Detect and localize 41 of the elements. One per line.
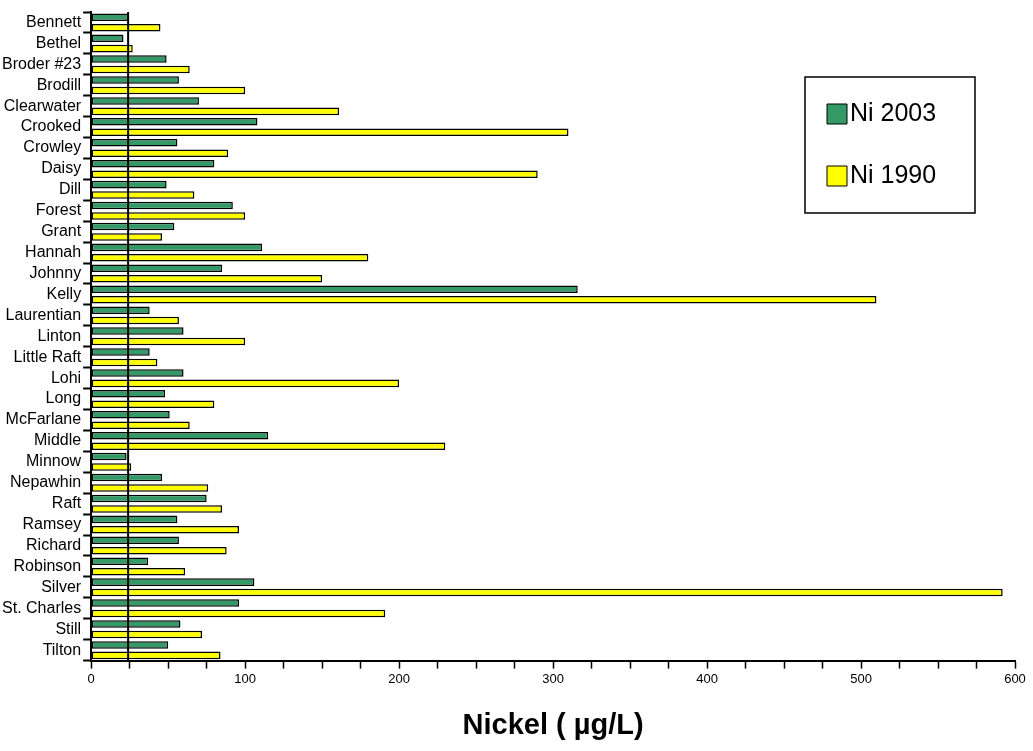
y-tick-label: Raft (51, 494, 82, 512)
x-tick-label: 600 (1004, 670, 1026, 686)
y-tick-label: Kelly (46, 284, 82, 302)
x-tick-label: 400 (696, 670, 718, 686)
x-tick-label: 0 (87, 670, 95, 686)
x-tick-label: 100 (234, 670, 256, 686)
x-tick-label: 300 (542, 670, 564, 686)
y-tick-label: Middle (34, 431, 82, 449)
y-tick-label: Robinson (13, 556, 82, 574)
y-tick-label: Long (45, 389, 82, 407)
y-tick-label: Linton (37, 326, 82, 344)
y-tick-label: Johnny (29, 263, 82, 281)
x-tick-label: 200 (388, 670, 410, 686)
y-tick-label: Dill (58, 180, 82, 198)
y-tick-label: Ramsey (22, 515, 82, 533)
y-tick-label: Clearwater (3, 96, 82, 114)
y-tick-label: Broder #23 (1, 54, 82, 72)
y-tick-label: McFarlane (5, 410, 82, 428)
y-tick-label: Bethel (35, 33, 82, 51)
y-tick-label: Lohi (50, 368, 82, 386)
legend-label: Ni 1990 (850, 159, 937, 188)
y-tick-label: Daisy (41, 159, 82, 177)
y-tick-label: St. Charles (2, 598, 82, 616)
y-tick-label: Minnow (26, 452, 82, 470)
y-tick-label: Forest (35, 201, 82, 219)
y-tick-label: Little Raft (13, 347, 82, 365)
y-tick-label: Bennett (26, 12, 82, 30)
y-tick-label: Richard (26, 535, 82, 553)
y-tick-label: Hannah (25, 243, 82, 261)
y-tick-label: Brodill (36, 75, 82, 93)
x-tick-label: 500 (850, 670, 872, 686)
y-tick-label: Tilton (42, 640, 82, 658)
y-tick-label: Still (55, 619, 82, 637)
y-tick-label: Crooked (20, 117, 82, 135)
y-tick-label: Silver (41, 577, 82, 595)
y-tick-label: Laurentian (5, 305, 82, 323)
y-tick-label: Crowley (23, 138, 82, 156)
y-tick-label: Grant (41, 222, 82, 240)
x-axis-title: Nickel ( µg/L) (462, 707, 644, 740)
legend-label: Ni 2003 (850, 97, 937, 126)
y-tick-label: Nepawhin (10, 473, 82, 491)
